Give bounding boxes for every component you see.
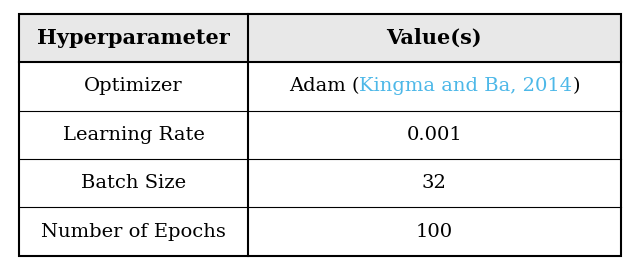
- Text: 32: 32: [422, 174, 447, 192]
- Text: Batch Size: Batch Size: [81, 174, 186, 192]
- Text: Optimizer: Optimizer: [84, 78, 183, 95]
- Text: 100: 100: [416, 223, 453, 240]
- Text: Hyperparameter: Hyperparameter: [37, 28, 230, 48]
- Text: ): ): [572, 78, 580, 95]
- Text: Value(s): Value(s): [387, 28, 482, 48]
- Bar: [19, 14, 621, 256]
- Text: Adam (Kingma and Ba, 2014): Adam (Kingma and Ba, 2014): [289, 77, 580, 96]
- Text: Learning Rate: Learning Rate: [63, 126, 204, 144]
- Text: Kingma and Ba, 2014: Kingma and Ba, 2014: [359, 78, 572, 95]
- Text: Adam (: Adam (: [289, 78, 359, 95]
- Text: 0.001: 0.001: [406, 126, 462, 144]
- Bar: [19, 14, 621, 62]
- Text: Number of Epochs: Number of Epochs: [41, 223, 226, 240]
